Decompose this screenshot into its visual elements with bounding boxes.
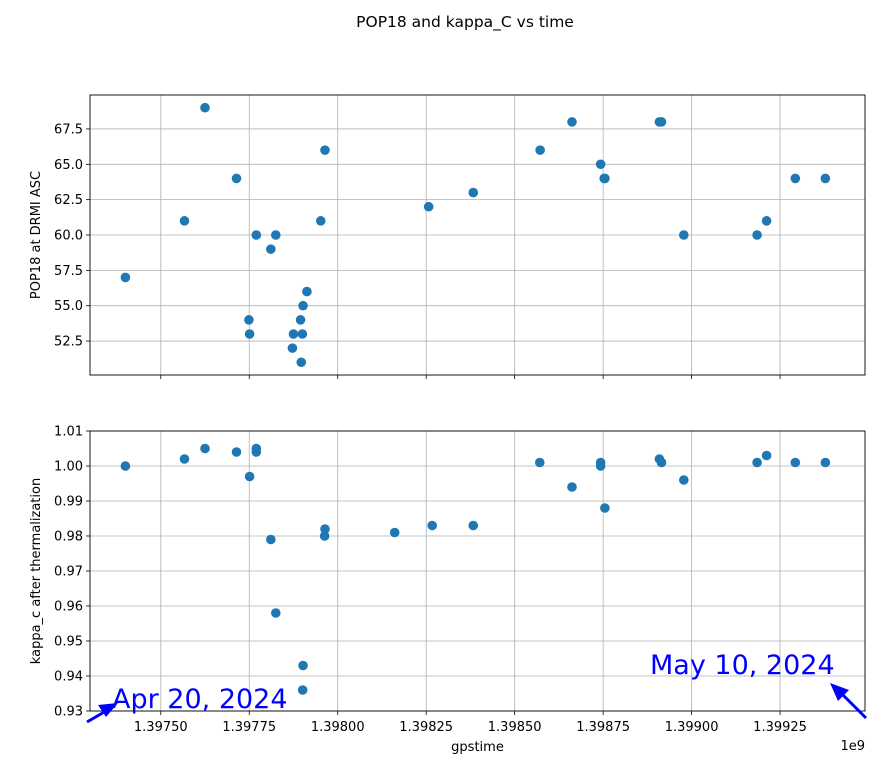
bottom-xtick-label: 1.39775 <box>222 720 276 735</box>
bottom-data-point <box>600 503 610 513</box>
top-ytick-label: 62.5 <box>54 193 83 208</box>
top-ytick-label: 55.0 <box>54 299 83 314</box>
top-data-point <box>231 173 242 184</box>
bottom-xlabel: gpstime <box>451 740 504 755</box>
top-data-point <box>752 230 762 240</box>
top-ytick-label: 57.5 <box>54 264 83 279</box>
top-data-point <box>315 216 326 226</box>
bottom-data-point <box>656 457 667 468</box>
top-data-point <box>567 117 577 127</box>
bottom-data-point <box>179 454 190 464</box>
annotation-arrowhead-may <box>830 683 849 701</box>
top-data-point <box>288 329 299 339</box>
bottom-data-point <box>679 475 689 485</box>
bottom-data-point <box>427 520 438 531</box>
annotation-text-may: May 10, 2024 <box>650 650 835 681</box>
bottom-ytick-label: 1.00 <box>54 460 83 475</box>
annotation-arrow-apr <box>86 709 107 724</box>
bottom-data-point <box>595 461 606 471</box>
top-data-point <box>790 173 801 184</box>
bottom-data-point <box>266 534 276 545</box>
bottom-data-point <box>231 447 242 457</box>
bottom-ytick-label: 0.94 <box>54 670 83 685</box>
bottom-data-point <box>752 457 762 468</box>
bottom-data-point <box>534 457 545 468</box>
top-data-point <box>535 145 545 155</box>
top-data-point <box>244 329 255 339</box>
bottom-xtick-label: 1.39925 <box>753 720 807 735</box>
bottom-ytick-label: 0.95 <box>54 635 83 650</box>
top-data-point <box>295 315 306 325</box>
bottom-ytick-label: 0.97 <box>54 565 83 580</box>
bottom-data-point <box>790 457 801 468</box>
bottom-ytick-label: 0.99 <box>54 495 83 510</box>
top-data-point <box>600 173 610 184</box>
top-data-point <box>296 357 307 368</box>
top-ytick-label: 52.5 <box>54 335 83 350</box>
top-ytick-label: 65.0 <box>54 158 83 173</box>
top-data-point <box>270 230 281 240</box>
annotation-apr: Apr 20, 2024 <box>86 684 288 724</box>
annotation-text-apr: Apr 20, 2024 <box>112 684 288 715</box>
bottom-data-point <box>319 531 330 541</box>
bottom-data-point <box>298 660 308 671</box>
top-data-point <box>679 230 689 240</box>
top-data-point <box>656 117 667 127</box>
bottom-xtick-label: 1.39800 <box>311 720 365 735</box>
top-data-point <box>266 244 276 254</box>
bottom-data-point <box>320 524 330 534</box>
bottom-data-point <box>200 443 210 454</box>
top-ytick-label: 67.5 <box>54 122 83 137</box>
bottom-ytick-label: 0.98 <box>54 530 83 545</box>
top-data-point <box>761 216 772 226</box>
bottom-ytick-label: 0.96 <box>54 600 83 615</box>
bottom-data-point <box>761 450 772 461</box>
bottom-data-point <box>244 471 255 482</box>
top-data-point <box>179 216 190 226</box>
annotation-may: May 10, 2024 <box>650 650 868 720</box>
annotation-arrow-may <box>840 692 868 720</box>
bottom-axes-frame <box>89 430 866 712</box>
top-data-point <box>595 159 606 170</box>
bottom-xtick-label: 1.39750 <box>134 720 188 735</box>
bottom-panel: 1.39750 1.39775 1.39800 1.39825 1.39850 1.398… <box>29 425 866 755</box>
top-ytick-label: 60.0 <box>54 229 83 244</box>
top-panel: 52.5 55.0 57.5 60.0 62.5 65.0 67.5 POP18 at DRM… <box>29 94 866 379</box>
top-data-point <box>287 343 298 353</box>
bottom-xtick-label: 1.39900 <box>665 720 719 735</box>
top-ylabel: POP18 at DRMI ASC <box>29 171 44 299</box>
bottom-data-point <box>120 461 131 471</box>
top-data-point <box>120 272 131 283</box>
bottom-ytick-label: 1.01 <box>54 425 83 440</box>
bottom-data-point <box>389 527 400 538</box>
top-data-point <box>820 173 831 184</box>
top-data-point <box>320 145 330 155</box>
x-offset-label: 1e9 <box>840 739 865 754</box>
bottom-xtick-label: 1.39825 <box>399 720 453 735</box>
annotation-arrowhead-apr <box>98 703 118 717</box>
top-data-point <box>302 286 312 297</box>
top-data-point <box>298 300 308 311</box>
bottom-xtick-label: 1.39850 <box>488 720 542 735</box>
bottom-ylabel: kappa_c after thermalization <box>29 478 44 664</box>
bottom-ytick-label: 0.93 <box>54 705 83 720</box>
bottom-data-point <box>270 608 281 618</box>
top-data-point <box>244 315 254 325</box>
bottom-data-point <box>567 482 577 492</box>
bottom-xtick-label: 1.39875 <box>576 720 630 735</box>
figure-title: POP18 and kappa_C vs time <box>356 13 574 32</box>
top-data-point <box>423 201 434 212</box>
top-axes-frame <box>89 94 866 376</box>
top-data-point <box>251 230 262 240</box>
bottom-data-point <box>468 520 479 531</box>
top-data-point <box>468 187 479 198</box>
bottom-data-point <box>820 457 831 468</box>
top-data-point <box>297 329 308 339</box>
bottom-data-point <box>297 685 308 695</box>
bottom-data-point <box>251 447 262 457</box>
top-data-point <box>200 102 210 113</box>
